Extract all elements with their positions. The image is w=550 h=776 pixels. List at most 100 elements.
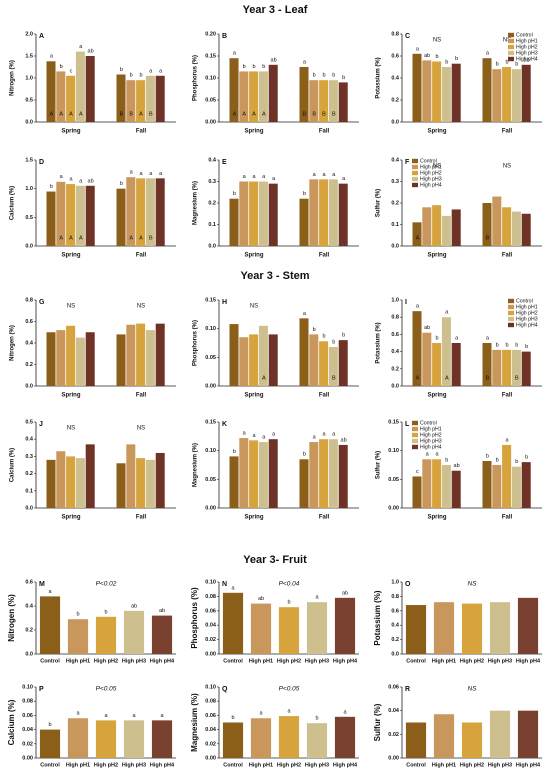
significance-letter: b	[505, 342, 508, 348]
significance-letter: a	[272, 176, 276, 182]
y-tick-label: 0.0	[391, 243, 399, 249]
legend-label: High pH3	[516, 50, 538, 56]
bar	[239, 438, 249, 508]
bar	[67, 718, 89, 758]
significance-letter: b	[262, 64, 265, 70]
group-letter: B	[322, 111, 326, 117]
bar	[46, 332, 56, 386]
legend-label: Control	[420, 420, 437, 426]
bar	[299, 67, 309, 122]
group-letter: B	[303, 111, 307, 117]
significance-letter: a	[262, 435, 266, 441]
x-tick-label: Spring	[428, 129, 447, 135]
significance-letter: a	[50, 54, 54, 60]
y-tick-label: 0.4	[25, 603, 34, 609]
x-tick-label: Control	[406, 762, 426, 768]
bar	[338, 82, 348, 122]
y-tick-label: 0.02	[22, 741, 33, 747]
bar	[75, 51, 85, 122]
y-tick-label: 0.6	[25, 319, 33, 325]
significance-letter: b	[505, 59, 508, 65]
bar	[482, 58, 492, 122]
significance-letter: a	[287, 709, 291, 715]
bar	[145, 459, 155, 508]
significance-letter: a	[426, 452, 430, 458]
significance-letter: a	[130, 170, 134, 176]
significance-letter: a	[149, 68, 153, 74]
bar	[521, 351, 531, 386]
legend-label: High pH2	[420, 432, 442, 438]
x-tick-label: High pH4	[150, 762, 175, 768]
bar	[268, 64, 278, 122]
bar	[229, 456, 239, 508]
x-tick-label: High pH3	[488, 762, 512, 768]
bar	[306, 723, 328, 758]
bar	[145, 330, 155, 386]
y-axis-label: Calcium (%)	[7, 699, 16, 745]
legend-label: High pH1	[516, 304, 538, 310]
x-tick-label: Spring	[245, 515, 264, 521]
y-tick-label: 0.0	[391, 651, 399, 657]
bar	[521, 462, 531, 508]
y-tick-label: 0.2	[391, 97, 399, 103]
significance-letter: b	[233, 449, 236, 455]
significance-letter: b	[231, 715, 234, 721]
y-tick-label: 0.15	[205, 419, 216, 425]
significance-letter: a	[505, 437, 509, 443]
significance-letter: a	[435, 452, 439, 458]
y-tick-label: 0.0	[25, 119, 33, 125]
y-axis-label: Calcium (%)	[10, 448, 16, 482]
y-tick-label: 0.2	[25, 627, 33, 633]
significance-letter: b	[287, 600, 290, 606]
significance-letter: b	[445, 457, 448, 463]
bar	[441, 317, 451, 386]
bar	[155, 452, 165, 508]
significance-letter: a	[243, 431, 247, 437]
annotation: NS	[433, 38, 441, 44]
significance-letter: a	[231, 585, 235, 591]
x-tick-label: Control	[406, 658, 426, 664]
legend-label: High pH1	[420, 426, 442, 432]
y-tick-label: 0.4	[391, 157, 400, 163]
group-letter: B	[332, 111, 336, 117]
legend-swatch	[508, 56, 514, 62]
panel-letter: O	[405, 581, 411, 588]
bar	[250, 718, 272, 758]
significance-letter: b	[342, 75, 345, 81]
bar	[492, 349, 502, 386]
panel-letter: I	[405, 299, 407, 306]
panel-letter: E	[222, 159, 227, 166]
significance-letter: b	[60, 64, 63, 70]
bar	[239, 337, 249, 386]
x-tick-label: High pH2	[94, 762, 118, 768]
bar	[441, 215, 451, 246]
group-letter: A	[139, 111, 143, 117]
bar	[56, 451, 66, 508]
bar	[482, 343, 492, 386]
bar	[46, 191, 56, 246]
y-tick-label: 0.1	[391, 222, 399, 228]
bar	[328, 179, 338, 246]
bar	[422, 332, 432, 386]
bar	[136, 178, 146, 246]
y-axis-label: Magnesium (%)	[193, 181, 199, 225]
significance-letter: ab	[424, 53, 430, 59]
bar	[441, 67, 451, 122]
significance-letter: a	[60, 174, 64, 180]
bar	[268, 439, 278, 508]
bar	[521, 213, 531, 246]
legend-label: Control	[516, 32, 533, 38]
y-tick-label: 0.4	[391, 349, 400, 355]
x-tick-label: High pH4	[333, 658, 358, 664]
annotation: P<0.05	[96, 686, 117, 693]
y-tick-label: 0.00	[388, 505, 399, 511]
x-tick-label: High pH3	[488, 658, 512, 664]
bar	[405, 605, 427, 654]
bar	[46, 459, 56, 508]
annotation: NS	[503, 164, 511, 170]
significance-letter: ab	[88, 178, 94, 184]
y-tick-label: 0.02	[388, 732, 399, 738]
significance-letter: a	[233, 51, 237, 57]
y-tick-label: 0.1	[25, 488, 33, 494]
significance-letter: b	[445, 59, 448, 65]
